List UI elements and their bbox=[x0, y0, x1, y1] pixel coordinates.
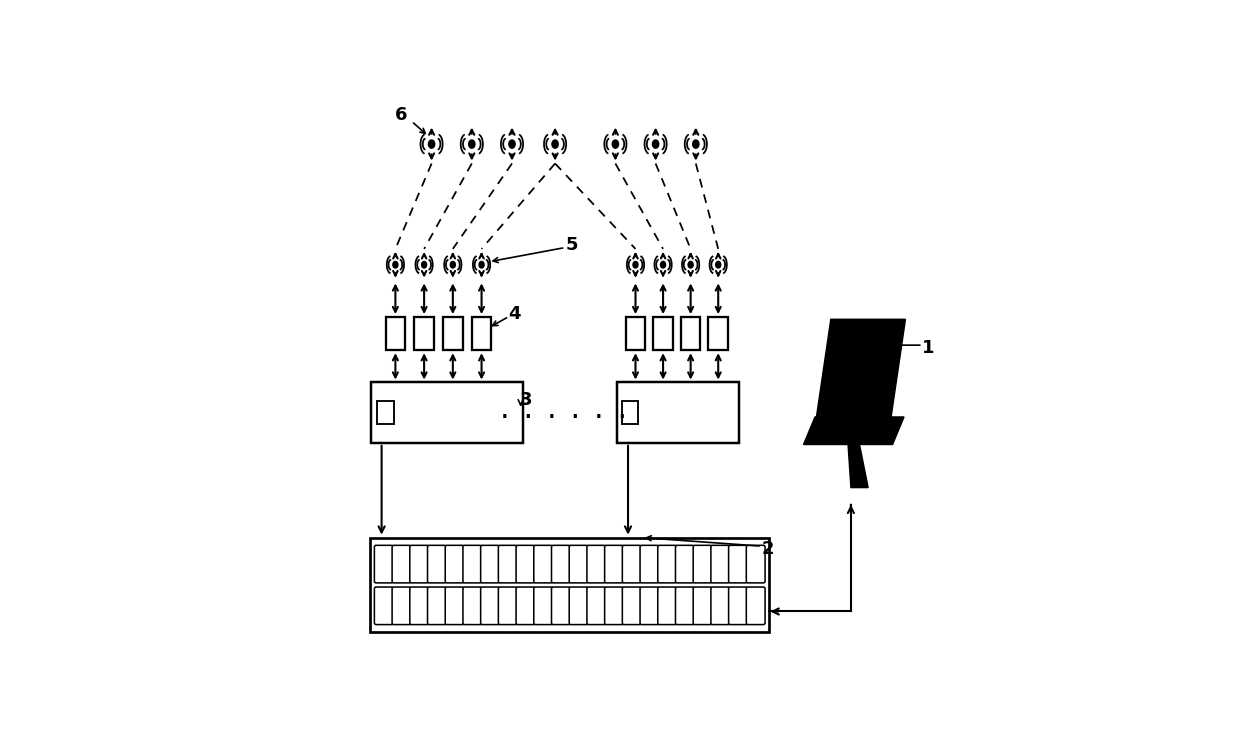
FancyBboxPatch shape bbox=[622, 545, 641, 583]
Ellipse shape bbox=[693, 140, 699, 148]
Ellipse shape bbox=[469, 140, 475, 148]
FancyBboxPatch shape bbox=[729, 545, 748, 583]
Text: 3: 3 bbox=[520, 391, 533, 409]
Ellipse shape bbox=[632, 261, 639, 268]
Ellipse shape bbox=[508, 140, 515, 148]
Bar bbox=[386, 317, 405, 351]
Ellipse shape bbox=[613, 140, 619, 148]
Bar bbox=[370, 538, 769, 633]
FancyBboxPatch shape bbox=[676, 545, 694, 583]
FancyBboxPatch shape bbox=[498, 545, 517, 583]
Ellipse shape bbox=[688, 261, 693, 268]
Bar bbox=[622, 401, 639, 424]
Ellipse shape bbox=[552, 140, 558, 148]
Polygon shape bbox=[848, 445, 868, 488]
FancyBboxPatch shape bbox=[392, 587, 410, 624]
FancyBboxPatch shape bbox=[676, 587, 694, 624]
FancyBboxPatch shape bbox=[445, 587, 464, 624]
Text: 2: 2 bbox=[761, 540, 774, 558]
Bar bbox=[626, 317, 645, 351]
Text: 1: 1 bbox=[923, 339, 935, 357]
FancyBboxPatch shape bbox=[481, 545, 500, 583]
Ellipse shape bbox=[652, 140, 658, 148]
FancyBboxPatch shape bbox=[552, 587, 570, 624]
Ellipse shape bbox=[715, 261, 720, 268]
Bar bbox=[443, 317, 463, 351]
FancyBboxPatch shape bbox=[428, 587, 446, 624]
FancyBboxPatch shape bbox=[587, 587, 605, 624]
FancyBboxPatch shape bbox=[409, 545, 429, 583]
Ellipse shape bbox=[429, 140, 435, 148]
FancyBboxPatch shape bbox=[569, 587, 588, 624]
Ellipse shape bbox=[479, 261, 484, 268]
FancyBboxPatch shape bbox=[605, 587, 624, 624]
Bar bbox=[681, 317, 701, 351]
Text: 6: 6 bbox=[394, 107, 408, 125]
FancyBboxPatch shape bbox=[711, 587, 729, 624]
Polygon shape bbox=[804, 417, 904, 445]
FancyBboxPatch shape bbox=[693, 545, 712, 583]
FancyBboxPatch shape bbox=[428, 545, 446, 583]
Bar bbox=[618, 383, 739, 443]
FancyBboxPatch shape bbox=[516, 545, 534, 583]
Bar bbox=[708, 317, 728, 351]
FancyBboxPatch shape bbox=[374, 587, 393, 624]
FancyBboxPatch shape bbox=[640, 545, 658, 583]
FancyBboxPatch shape bbox=[463, 545, 481, 583]
FancyBboxPatch shape bbox=[693, 587, 712, 624]
Bar bbox=[414, 317, 434, 351]
FancyBboxPatch shape bbox=[746, 545, 765, 583]
FancyBboxPatch shape bbox=[481, 587, 500, 624]
FancyBboxPatch shape bbox=[746, 587, 765, 624]
FancyBboxPatch shape bbox=[392, 545, 410, 583]
FancyBboxPatch shape bbox=[569, 545, 588, 583]
Polygon shape bbox=[816, 319, 905, 417]
Text: 4: 4 bbox=[508, 304, 521, 322]
Ellipse shape bbox=[450, 261, 455, 268]
FancyBboxPatch shape bbox=[605, 545, 624, 583]
FancyBboxPatch shape bbox=[622, 587, 641, 624]
Text: . . . . . .: . . . . . . bbox=[498, 403, 629, 421]
FancyBboxPatch shape bbox=[711, 545, 729, 583]
FancyBboxPatch shape bbox=[657, 545, 677, 583]
FancyBboxPatch shape bbox=[640, 587, 658, 624]
Text: 5: 5 bbox=[567, 236, 579, 254]
FancyBboxPatch shape bbox=[516, 587, 534, 624]
FancyBboxPatch shape bbox=[374, 545, 393, 583]
FancyBboxPatch shape bbox=[533, 545, 553, 583]
Ellipse shape bbox=[661, 261, 666, 268]
Bar bbox=[371, 383, 523, 443]
FancyBboxPatch shape bbox=[409, 587, 429, 624]
Bar bbox=[653, 317, 673, 351]
FancyBboxPatch shape bbox=[533, 587, 553, 624]
Ellipse shape bbox=[422, 261, 427, 268]
FancyBboxPatch shape bbox=[463, 587, 481, 624]
Ellipse shape bbox=[393, 261, 398, 268]
FancyBboxPatch shape bbox=[729, 587, 748, 624]
FancyBboxPatch shape bbox=[445, 545, 464, 583]
Bar bbox=[377, 401, 394, 424]
FancyBboxPatch shape bbox=[552, 545, 570, 583]
FancyBboxPatch shape bbox=[587, 545, 605, 583]
FancyBboxPatch shape bbox=[657, 587, 677, 624]
FancyBboxPatch shape bbox=[498, 587, 517, 624]
Bar bbox=[471, 317, 491, 351]
